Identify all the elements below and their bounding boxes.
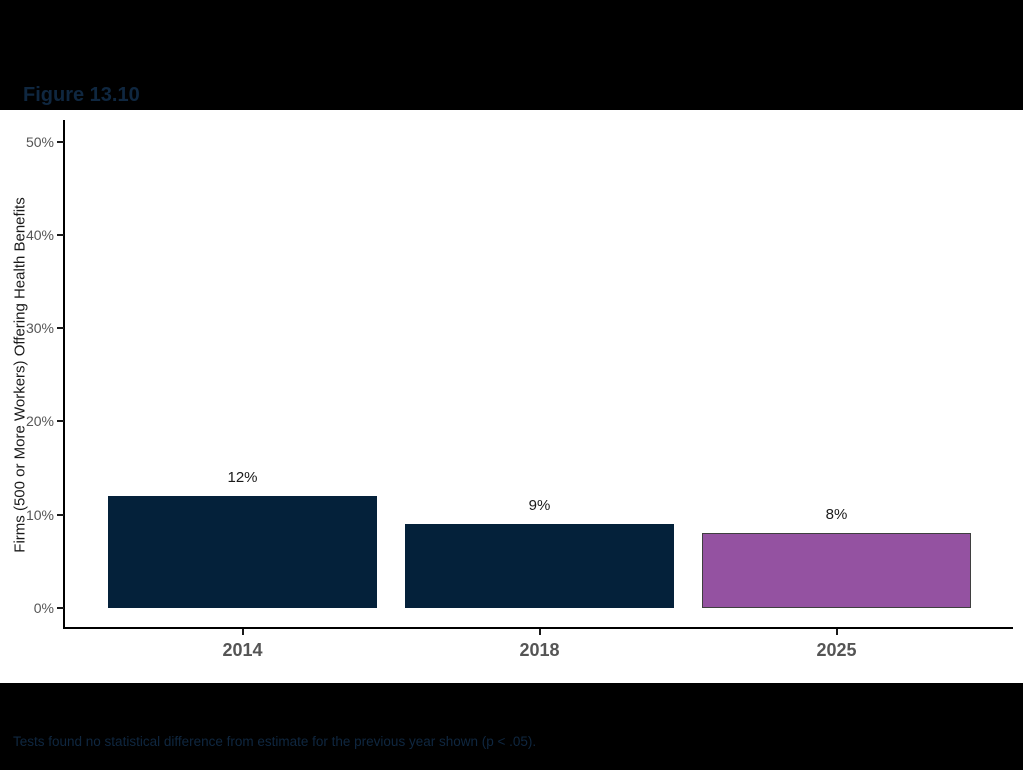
bar-2014	[108, 496, 377, 608]
bar-value-label: 9%	[528, 497, 551, 514]
y-axis-tick	[57, 140, 64, 143]
y-axis-tick	[57, 420, 64, 423]
y-axis-tick-label: 20%	[25, 413, 54, 430]
y-axis-tick-label: 10%	[25, 506, 54, 523]
y-axis-line	[63, 120, 65, 629]
y-axis-tick	[57, 513, 64, 516]
x-axis-category-label: 2018	[519, 640, 560, 660]
x-axis-category-label: 2014	[222, 640, 263, 660]
x-axis-line	[63, 627, 1013, 629]
bar-2018	[405, 524, 674, 608]
figure-number: Figure 13.10	[23, 84, 140, 106]
y-axis-tick-label: 30%	[25, 320, 54, 337]
x-axis-category-label: 2025	[816, 640, 857, 660]
x-axis-tick	[835, 629, 838, 635]
x-axis-tick	[241, 629, 244, 635]
y-axis-tick-label: 40%	[25, 226, 54, 243]
bar-2025	[702, 533, 971, 608]
y-axis-tick-label: 0%	[33, 600, 54, 616]
bar-value-label: 12%	[227, 469, 258, 486]
y-axis-tick	[57, 233, 64, 236]
figure-footnotes: Tests found no statistical difference fr…	[13, 687, 874, 770]
bar-value-label: 8%	[825, 506, 848, 523]
footnote-stat-test: Tests found no statistical difference fr…	[13, 734, 537, 749]
bar-chart-plot-area: Firms (500 or More Workers) Offering Hea…	[0, 110, 1023, 683]
y-axis-tick	[57, 327, 64, 330]
x-axis-tick	[538, 629, 541, 635]
y-axis-tick	[57, 607, 64, 609]
y-axis-title: Firms (500 or More Workers) Offering Hea…	[11, 197, 29, 553]
y-axis-tick-label: 50%	[25, 133, 54, 150]
